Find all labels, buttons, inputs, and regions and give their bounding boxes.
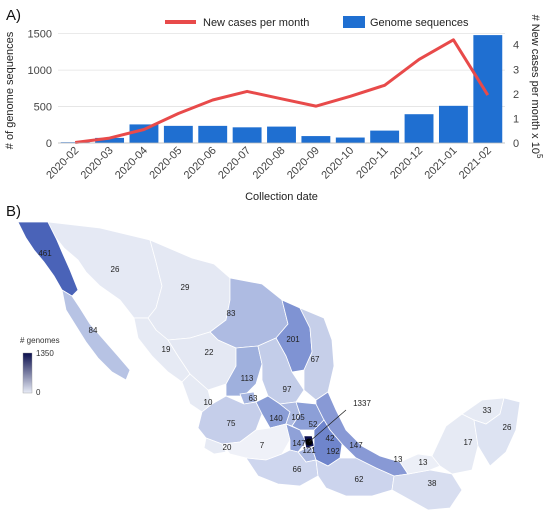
x-tick-label: 2020-02 — [44, 145, 81, 182]
state-genome-count: 1337 — [353, 399, 371, 408]
x-tick-label: 2020-04 — [113, 145, 150, 182]
state-genome-count: 20 — [223, 443, 232, 452]
bar — [404, 114, 434, 143]
x-tick-label: 2020-09 — [285, 145, 322, 182]
state-genome-count: 461 — [38, 249, 52, 258]
state-colima — [203, 437, 227, 455]
y-axis-title: # of genome sequences — [4, 31, 16, 149]
bar — [198, 125, 228, 143]
state-genome-count: 19 — [162, 345, 171, 354]
y-tick-label: 500 — [34, 102, 52, 114]
state-genome-count: 84 — [89, 326, 98, 335]
y2-tick-label: 0 — [513, 138, 519, 150]
state-baja-california-sur — [61, 289, 131, 381]
state-guerrero — [245, 449, 319, 487]
bar — [232, 127, 262, 143]
state-genome-count: 63 — [249, 394, 258, 403]
state-genome-count: 29 — [181, 283, 190, 292]
state-genome-count: 38 — [428, 479, 437, 488]
x-axis-title: Collection date — [245, 191, 318, 203]
cases-genomes-chart: 050010001500012342020-022020-032020-0420… — [4, 15, 544, 203]
x-tick-label: 2020-03 — [79, 145, 116, 182]
state-genome-count: 97 — [283, 385, 292, 394]
x-tick-label: 2020-11 — [354, 145, 390, 181]
state-genome-count: 62 — [355, 475, 364, 484]
panel-b-label: B) — [6, 203, 21, 220]
state-genome-count: 105 — [291, 413, 305, 422]
state-genome-count: 7 — [260, 441, 265, 450]
x-tick-label: 2020-05 — [147, 145, 184, 182]
y-tick-label: 1500 — [28, 29, 52, 41]
x-tick-label: 2020-07 — [216, 145, 253, 182]
y2-tick-label: 1 — [513, 113, 519, 125]
bar — [335, 137, 365, 143]
state-chiapas — [391, 469, 463, 511]
bar — [95, 137, 125, 143]
state-genome-count: 201 — [286, 335, 300, 344]
legend-label-genomes: Genome sequences — [370, 17, 469, 29]
bar — [473, 35, 503, 143]
cdmx-callout-line — [308, 409, 347, 443]
state-genome-count: 10 — [204, 398, 213, 407]
state-genome-count: 42 — [326, 434, 335, 443]
legend-swatch-bar — [343, 16, 365, 28]
state-genome-count: 140 — [269, 414, 283, 423]
mexico-genome-map: 461 26 29 84 19 22 83 201 67 113 97 63 10 75 140 105 52 1… — [17, 221, 521, 511]
state-genome-count: 121 — [302, 446, 316, 455]
bar — [301, 136, 331, 143]
state-genome-count: 17 — [464, 438, 473, 447]
y-tick-label: 1000 — [28, 65, 52, 77]
state-genome-count: 26 — [111, 265, 120, 274]
state-genome-count: 13 — [419, 458, 428, 467]
colorbar-title: # genomes — [20, 336, 60, 345]
y-tick-label: 0 — [46, 138, 52, 150]
state-genome-count: 147 — [349, 441, 363, 450]
state-genome-count: 52 — [309, 420, 318, 429]
state-genome-count: 192 — [326, 447, 340, 456]
colorbar-max-label: 1350 — [36, 349, 54, 358]
legend-label-cases: New cases per month — [203, 17, 309, 29]
state-genome-count: 147 — [292, 439, 306, 448]
x-tick-label: 2020-06 — [182, 145, 219, 182]
state-genome-count: 75 — [227, 419, 236, 428]
y2-axis-title: # New cases per month x 105 — [529, 15, 544, 159]
state-jalisco — [197, 395, 263, 445]
x-tick-label: 2020-12 — [388, 145, 425, 182]
state-genome-count: 83 — [227, 309, 236, 318]
state-genome-count: 22 — [205, 348, 214, 357]
state-genome-count: 13 — [394, 455, 403, 464]
x-tick-label: 2020-08 — [251, 145, 288, 182]
bar — [267, 126, 296, 143]
state-genome-count: 67 — [311, 355, 320, 364]
y2-tick-label: 3 — [513, 64, 519, 76]
state-genome-count: 26 — [503, 423, 512, 432]
x-tick-label: 2021-02 — [457, 145, 494, 182]
y2-tick-label: 4 — [513, 40, 519, 52]
colorbar-min-label: 0 — [36, 388, 41, 397]
x-tick-label: 2021-01 — [423, 145, 460, 182]
state-genome-count: 113 — [241, 374, 254, 383]
colorbar — [22, 352, 33, 394]
state-quintana-roo — [473, 397, 521, 467]
bar — [438, 105, 468, 143]
state-genome-count: 33 — [483, 406, 492, 415]
panel-a-label: A) — [6, 7, 21, 24]
bar — [129, 124, 159, 143]
bar — [370, 130, 400, 143]
y2-tick-label: 2 — [513, 89, 519, 101]
x-tick-label: 2020-10 — [319, 145, 356, 182]
y2-axis-title-exponent: 5 — [535, 154, 544, 159]
bar — [163, 125, 193, 143]
series-line — [75, 38, 490, 144]
state-genome-count: 66 — [293, 465, 302, 474]
